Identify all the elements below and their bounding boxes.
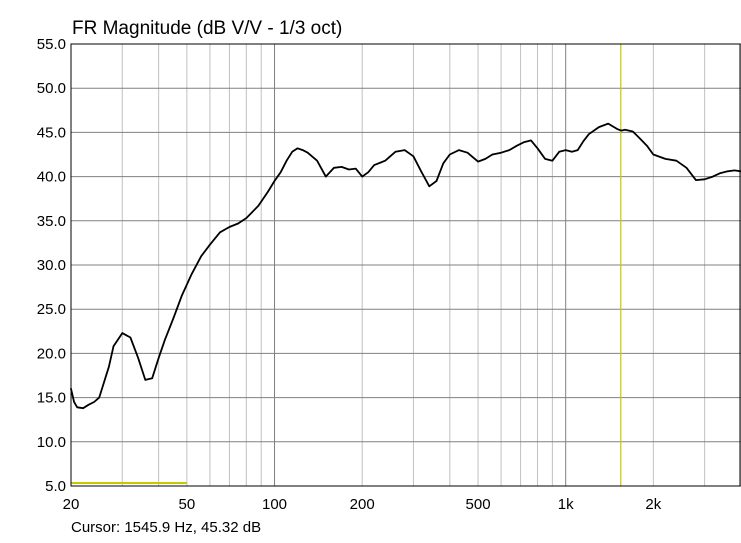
series-layer	[70, 122, 741, 410]
y-tick-label: 25.0	[37, 301, 66, 318]
x-tick-label: 20	[63, 496, 80, 513]
y-tick-label: 45.0	[37, 124, 66, 141]
x-tick-label: 200	[350, 496, 375, 513]
y-tick-label: 15.0	[37, 390, 66, 407]
series-line-0	[70, 122, 741, 410]
y-tick-label: 20.0	[37, 345, 66, 362]
x-tick-label: 50	[179, 496, 196, 513]
x-tick-label: 2k	[645, 496, 661, 513]
grid	[70, 43, 741, 487]
x-tick-label: 500	[466, 496, 491, 513]
y-tick-label: 40.0	[37, 169, 66, 186]
chart-title: FR Magnitude (dB V/V - 1/3 oct)	[72, 18, 343, 39]
markers	[71, 44, 622, 486]
y-tick-label: 30.0	[37, 257, 66, 274]
y-tick-label: 50.0	[37, 80, 66, 97]
plot-frame	[70, 43, 741, 487]
y-tick-label: 5.0	[45, 478, 66, 495]
cursor-readout: Cursor: 1545.9 Hz, 45.32 dB	[71, 519, 262, 536]
x-tick-label: 100	[262, 496, 287, 513]
y-tick-label: 35.0	[37, 213, 66, 230]
x-tick-label: 1k	[558, 496, 574, 513]
tick-labels: 20 50 100 200 500 1k 2k 5.0 10.0 15.0 20.0 25.0 30.0…	[37, 36, 662, 513]
y-tick-label: 10.0	[37, 434, 66, 451]
y-tick-label: 55.0	[37, 36, 66, 53]
